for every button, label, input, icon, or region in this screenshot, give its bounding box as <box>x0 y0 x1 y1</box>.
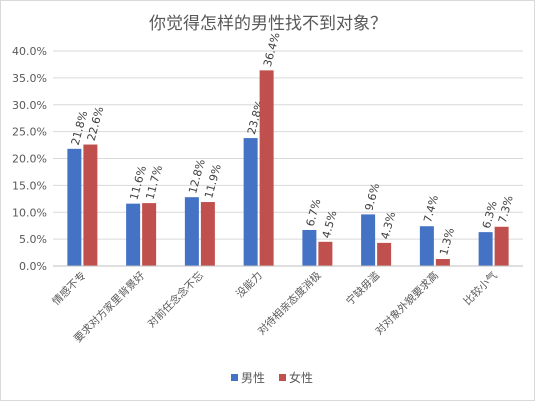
x-tick-label: 比较小气 <box>461 269 500 308</box>
y-tick-label: 30.0% <box>12 99 47 112</box>
bar-female <box>200 202 215 266</box>
data-label: 36.4% <box>261 31 283 68</box>
bar-female <box>318 241 333 266</box>
y-tick-label: 40.0% <box>12 45 47 58</box>
y-axis: 0.0% 5.0% 10.0% 15.0% 20.0% 25.0% 30.0% 35.0% 40… <box>12 45 47 273</box>
data-label: 9.6% <box>362 182 382 212</box>
bar-female <box>435 259 450 266</box>
x-tick-label: 没能力 <box>233 269 264 300</box>
bar-female <box>377 242 392 266</box>
x-tick-label: 情感不专 <box>50 269 89 308</box>
bar-female <box>83 144 98 266</box>
x-tick-label: 宁缺毋滥 <box>343 269 382 308</box>
legend-swatch <box>231 374 238 381</box>
y-tick-label: 35.0% <box>12 72 47 85</box>
data-label: 1.3% <box>437 226 457 256</box>
data-label: 7.3% <box>496 194 516 224</box>
data-label: 4.5% <box>320 209 340 239</box>
x-tick-label: 对前任念念不忘 <box>145 269 207 331</box>
legend: 男性 女性 <box>231 370 313 385</box>
x-tick-label: 对待相亲态度消极 <box>255 269 324 338</box>
legend-label: 女性 <box>289 370 313 385</box>
y-tick-label: 10.0% <box>12 206 47 219</box>
bar-male <box>184 197 199 266</box>
bars: 21.8%22.6%11.6%11.7% 12.8%11.9%23.8%36.4%… <box>67 31 516 266</box>
bar-male <box>243 138 258 266</box>
bar-male <box>419 226 434 266</box>
y-tick-label: 0.0% <box>19 260 47 273</box>
x-tick-label: 对对象外貌要求高 <box>372 269 441 338</box>
legend-label: 男性 <box>241 371 265 385</box>
data-label: 4.3% <box>378 210 398 240</box>
bar-female <box>259 70 274 266</box>
chart-title: 你觉得怎样的男性找不到对象？ <box>149 14 387 34</box>
y-tick-label: 15.0% <box>12 179 47 192</box>
y-tick-label: 20.0% <box>12 153 47 166</box>
data-label: 7.4% <box>421 194 441 224</box>
y-tick-label: 25.0% <box>12 126 47 139</box>
legend-swatch <box>279 374 286 381</box>
bar-female <box>494 226 509 266</box>
bar-male <box>478 232 493 266</box>
bar-male <box>361 214 376 266</box>
bar-male <box>302 229 317 266</box>
bar-female <box>142 203 157 266</box>
bar-male <box>126 203 141 266</box>
bar-male <box>67 148 82 266</box>
y-tick-label: 5.0% <box>19 233 47 246</box>
data-label: 22.6% <box>85 105 107 142</box>
